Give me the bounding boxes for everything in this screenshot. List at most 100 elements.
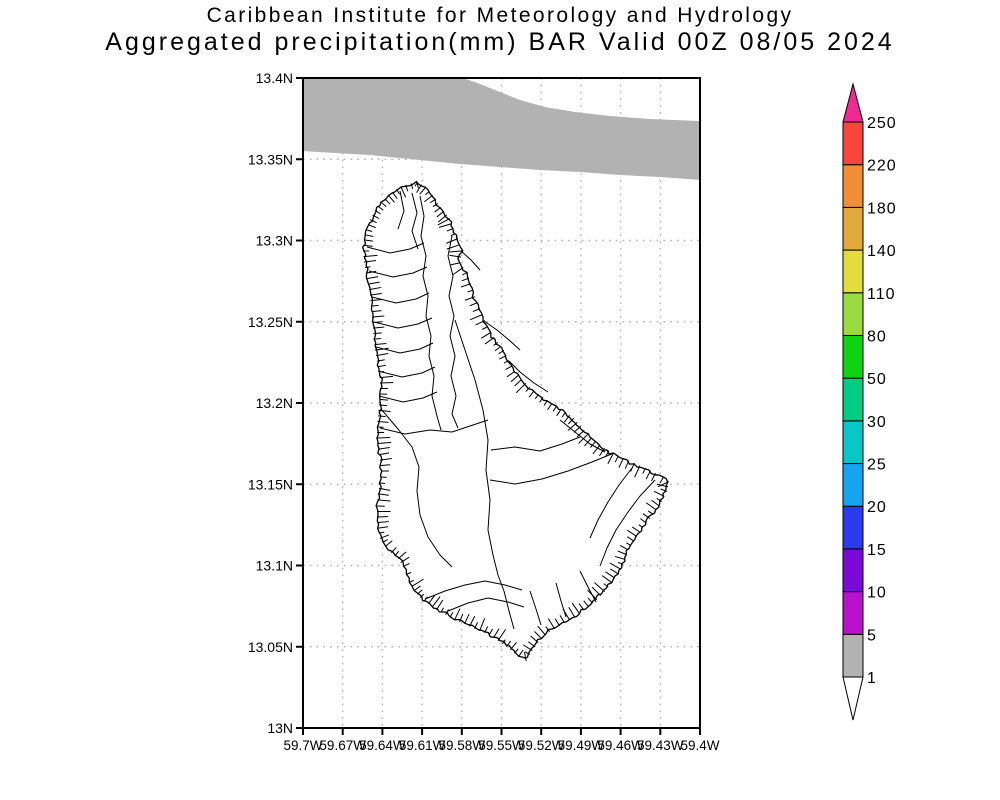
coast-hatch — [379, 534, 390, 539]
page-title-line1: Caribbean Institute for Meteorology and … — [206, 4, 794, 27]
coast-hatch — [587, 597, 594, 604]
coast-hatch — [556, 408, 562, 417]
watershed-boundary — [589, 467, 633, 539]
coast-hatch — [515, 382, 527, 394]
lon-tick-label: 59.52W — [518, 738, 565, 753]
coast-hatch — [387, 194, 395, 203]
coast-hatch — [437, 218, 451, 226]
coast-hatch — [493, 342, 499, 346]
lon-tick-label: 59.43W — [637, 738, 684, 753]
coast-hatch — [378, 452, 390, 456]
coast-hatch — [416, 589, 423, 595]
watershed-boundary — [579, 570, 597, 603]
coast-hatch — [513, 648, 519, 654]
coast-hatch — [371, 310, 382, 313]
coast-hatch — [427, 594, 436, 605]
colorbar-label: 25 — [867, 457, 887, 474]
coast-hatch — [405, 184, 409, 192]
coast-hatch — [618, 457, 624, 468]
coast-hatch — [590, 440, 597, 448]
coast-hatch — [528, 390, 535, 398]
coast-hatch — [460, 283, 472, 288]
lon-tick-label: 59.7W — [283, 738, 322, 753]
coast-hatch — [626, 536, 635, 542]
lon-tick-label: 59.58W — [439, 738, 486, 753]
colorbar-label: 1 — [867, 670, 877, 687]
coast-hatch — [375, 352, 389, 357]
coast-hatch — [603, 583, 609, 588]
watershed-boundary — [490, 436, 581, 452]
coast-hatch — [534, 393, 539, 400]
coast-hatch — [614, 555, 625, 560]
colorbar-label: 220 — [867, 158, 897, 175]
watershed-boundary — [371, 292, 430, 304]
coast-hatch — [440, 607, 444, 613]
coast-hatch — [411, 578, 424, 587]
lon-tick-label: 59.67W — [319, 738, 366, 753]
watershed-boundary — [373, 317, 433, 329]
coast-hatch — [505, 365, 513, 370]
coast-hatch — [571, 602, 580, 615]
coast-hatch — [377, 521, 389, 524]
watershed-boundary — [368, 266, 428, 278]
colorbar-segment — [842, 121, 864, 166]
watershed-boundary — [447, 235, 459, 429]
colorbar-label: 180 — [867, 200, 897, 217]
coast-hatch — [365, 270, 377, 274]
coast-hatch — [363, 254, 378, 258]
coast-hatch — [370, 304, 379, 307]
watershed-boundary — [454, 319, 505, 592]
coast-hatch — [377, 364, 386, 368]
colorbar-segment — [842, 249, 864, 294]
coast-hatch — [647, 510, 654, 515]
coast-hatch — [498, 350, 505, 355]
watershed-boundary — [503, 590, 515, 630]
coast-hatch — [503, 360, 510, 364]
coast-hatch — [391, 191, 398, 199]
coast-hatch — [469, 314, 483, 321]
coast-hatch — [376, 436, 391, 439]
watershed-boundary — [460, 250, 481, 271]
colorbar-label: 250 — [867, 115, 897, 132]
watershed-boundary — [378, 391, 438, 403]
coast-hatch — [416, 184, 422, 193]
watershed-boundary — [483, 320, 521, 351]
lon-tick-label: 59.46W — [597, 738, 644, 753]
coast-hatch — [653, 490, 665, 497]
colorbar-segment — [842, 633, 864, 678]
coast-hatch — [493, 628, 500, 639]
coast-hatch — [377, 499, 391, 502]
coast-hatch — [372, 214, 380, 219]
lon-tick-label: 59.55W — [478, 738, 525, 753]
coast-hatch — [568, 606, 575, 618]
coast-hatch — [369, 219, 377, 224]
watershed-boundary — [555, 582, 567, 618]
colorbar-arrow-top — [842, 82, 864, 123]
watershed-boundary — [375, 342, 434, 354]
coast-hatch — [656, 483, 669, 488]
coast-hatch — [378, 404, 388, 407]
coast-hatch — [525, 386, 531, 392]
coast-hatch — [547, 402, 553, 411]
coast-hatch — [376, 516, 389, 518]
coast-hatch — [419, 186, 427, 195]
coast-hatch — [445, 609, 449, 616]
colorbar-segment — [842, 206, 864, 251]
watershed-boundary — [397, 190, 405, 230]
coast-hatch — [610, 568, 619, 574]
watershed-boundary — [377, 366, 436, 378]
coast-hatch — [380, 201, 387, 207]
watershed-boundary — [380, 408, 453, 568]
coast-hatch — [372, 326, 385, 329]
coast-hatch — [634, 465, 641, 478]
coast-hatch — [371, 315, 385, 318]
coast-hatch — [632, 526, 641, 533]
colorbar-label: 50 — [867, 371, 887, 388]
coast-hatch — [380, 464, 391, 467]
watershed-boundary — [529, 590, 542, 626]
coast-hatch — [436, 599, 444, 611]
coast-hatch — [642, 513, 651, 519]
coast-hatch — [425, 190, 430, 196]
coast-hatch — [624, 460, 630, 469]
coast-hatch — [432, 203, 439, 208]
